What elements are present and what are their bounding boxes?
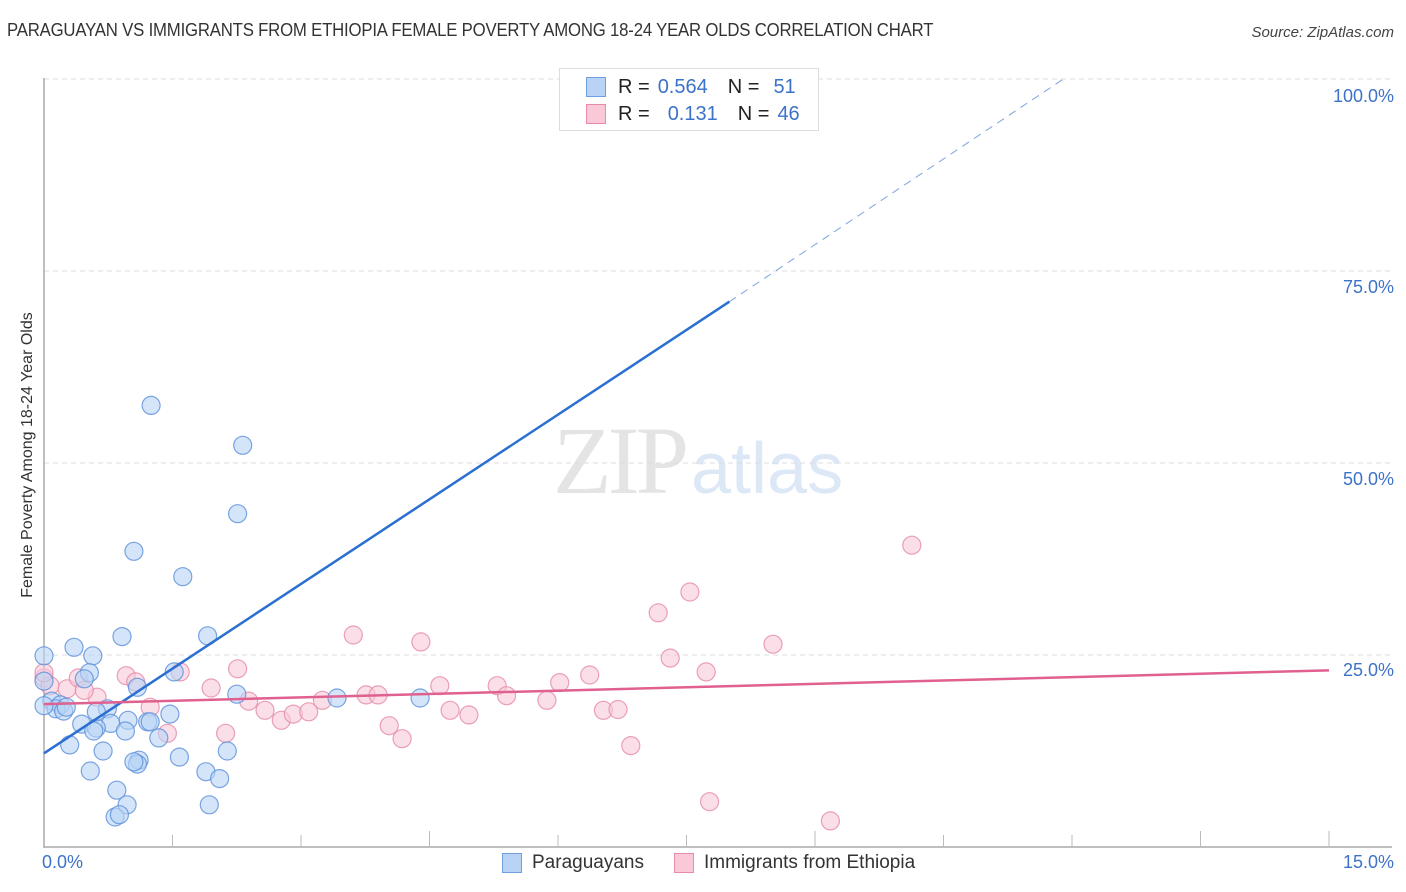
data-point	[696, 662, 716, 682]
data-point	[228, 504, 248, 524]
y-axis-label: Female Poverty Among 18-24 Year Olds	[19, 312, 36, 598]
data-point	[169, 747, 189, 767]
correlation-legend: R = 0.564 N = 51 R = 0.131 N = 46	[559, 68, 819, 131]
data-point	[440, 700, 460, 720]
x-tick-15: 15.0%	[1342, 852, 1394, 872]
data-point	[217, 741, 237, 761]
data-point	[34, 671, 54, 691]
data-point	[763, 634, 783, 654]
y-tick-50: 50.0%	[1342, 469, 1394, 489]
legend-r-value: 0.564	[657, 75, 708, 98]
x-tick-marks	[172, 831, 1330, 847]
y-tick-75: 75.0%	[1342, 277, 1394, 297]
data-point	[124, 541, 144, 561]
legend-n-label: N =	[737, 102, 770, 125]
data-point	[227, 684, 247, 704]
data-point	[124, 752, 144, 772]
data-point	[621, 735, 641, 756]
data-point	[550, 672, 570, 693]
gridlines	[44, 78, 1392, 656]
series-legend: Paraguayans Immigrants from Ethiopia	[502, 852, 945, 874]
data-point	[34, 646, 54, 666]
data-point	[56, 697, 76, 717]
data-point	[699, 792, 720, 812]
data-point	[820, 811, 841, 831]
paraguayan-trend-extension	[729, 78, 1064, 303]
data-point	[902, 535, 922, 555]
data-point	[299, 702, 319, 722]
data-point	[64, 637, 84, 657]
data-point	[343, 625, 363, 645]
data-point	[34, 696, 54, 716]
data-point	[411, 632, 431, 652]
data-point	[233, 435, 253, 455]
data-point	[680, 582, 700, 602]
data-point	[210, 768, 230, 789]
watermark-atlas: atlas	[691, 429, 844, 509]
watermark-zip: ZIP	[553, 407, 689, 514]
data-point	[160, 704, 180, 724]
data-point	[410, 688, 430, 708]
data-point	[379, 716, 399, 736]
data-point	[201, 678, 221, 698]
data-point	[216, 723, 236, 743]
data-point	[537, 690, 557, 710]
data-point	[141, 395, 161, 415]
data-point	[430, 676, 450, 696]
data-point	[255, 700, 275, 720]
data-point	[660, 648, 680, 668]
legend-row-ethiopia: R = 0.131 N = 46	[586, 101, 800, 127]
paraguayans-swatch-icon	[586, 77, 606, 97]
legend-label-paraguayans: Paraguayans	[532, 852, 644, 873]
legend-n-label: N =	[727, 75, 760, 98]
data-point	[109, 805, 130, 825]
legend-n-value: 51	[773, 75, 796, 98]
y-tick-25: 25.0%	[1342, 660, 1394, 680]
data-point	[107, 780, 127, 800]
y-tick-100: 100.0%	[1332, 86, 1394, 106]
legend-r-value: 0.131	[667, 102, 718, 125]
data-point	[392, 729, 412, 749]
data-point	[93, 741, 113, 761]
ethiopia-swatch-icon	[586, 104, 606, 124]
data-point	[608, 699, 628, 720]
x-tick-0: 0.0%	[42, 852, 84, 872]
source-label: Source: ZipAtlas.com	[1251, 24, 1394, 41]
legend-row-paraguayans: R = 0.564 N = 51	[586, 74, 796, 100]
data-point	[149, 728, 169, 748]
data-point	[83, 646, 103, 666]
ethiopia-swatch-icon	[673, 853, 694, 873]
chart-title: PARAGUAYAN VS IMMIGRANTS FROM ETHIOPIA F…	[7, 20, 934, 40]
data-point	[580, 665, 600, 685]
data-point	[327, 688, 347, 708]
data-point	[80, 761, 100, 781]
data-point	[140, 712, 160, 732]
ethiopia-trend-line	[43, 669, 1330, 706]
paraguayans-swatch-icon	[502, 853, 522, 873]
data-point	[459, 705, 479, 725]
ethiopia-points	[34, 535, 922, 831]
data-point	[60, 735, 80, 755]
paraguayan-trend-line	[43, 300, 731, 755]
zipatlas-watermark: ZIPatlas	[553, 405, 843, 516]
legend-r-label: R =	[618, 75, 650, 98]
data-point	[112, 626, 132, 647]
data-point	[228, 659, 248, 679]
legend-label-ethiopia: Immigrants from Ethiopia	[703, 852, 916, 873]
legend-item-paraguayans: Paraguayans	[502, 852, 644, 874]
data-point	[173, 567, 193, 587]
data-point	[74, 669, 94, 689]
data-point	[497, 686, 517, 706]
paraguayan-points	[34, 395, 430, 827]
legend-r-label: R =	[618, 102, 650, 125]
legend-n-value: 46	[777, 102, 800, 125]
data-point	[115, 721, 136, 741]
data-point	[164, 662, 184, 682]
data-point	[648, 603, 668, 623]
legend-item-ethiopia: Immigrants from Ethiopia	[673, 852, 916, 874]
data-point	[199, 795, 219, 815]
